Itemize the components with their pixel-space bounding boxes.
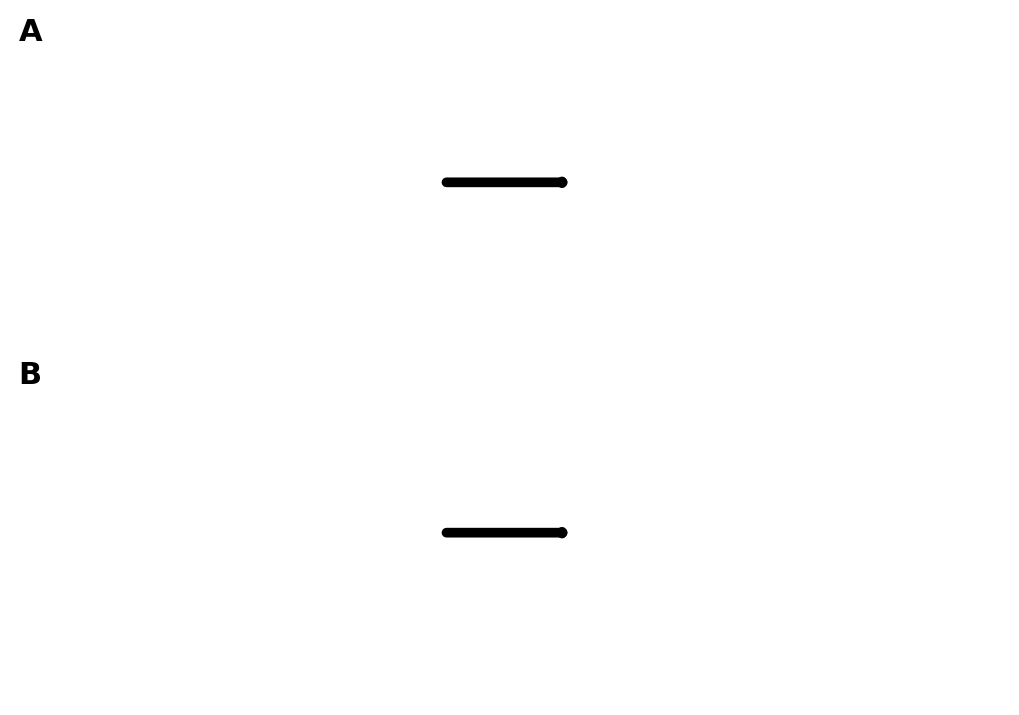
Text: A: A (18, 18, 42, 47)
Text: B: B (18, 361, 42, 390)
